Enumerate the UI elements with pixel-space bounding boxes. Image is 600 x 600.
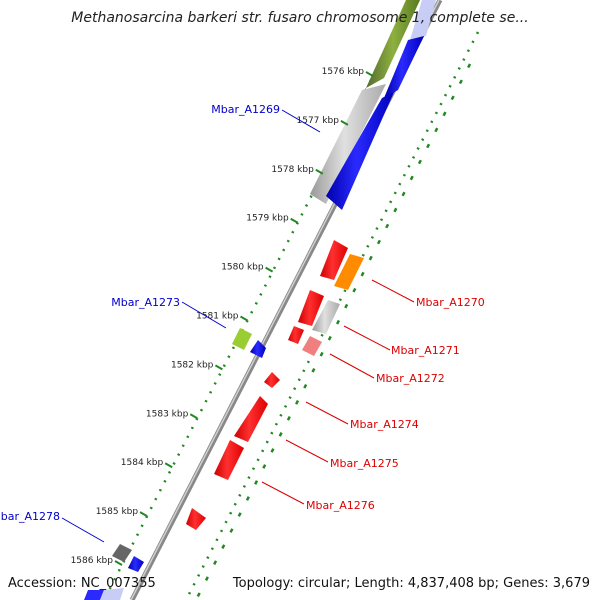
gene-grey-mbar-a1278 (112, 544, 132, 562)
gene-pink-mbar-a1272 (302, 336, 322, 356)
gene-grey-mbar-a1271 (312, 300, 340, 334)
gene-label-mbar-a1274[interactable]: Mbar_A1274 (350, 418, 419, 431)
callout-mbar-a1269 (281, 109, 321, 133)
kbp-tick-label: 1581 kbp (196, 312, 239, 322)
kbp-tick (114, 560, 123, 566)
kbp-tick-label: 1585 kbp (96, 507, 139, 517)
gene-blue-bottom (84, 590, 104, 600)
kbp-tick (290, 217, 299, 224)
gene-blue-mbar-a1278 (128, 556, 144, 572)
kbp-tick-label: 1583 kbp (146, 409, 189, 419)
kbp-tick-label: 1576 kbp (322, 67, 365, 77)
callout-mbar-a1270 (371, 279, 415, 303)
kbp-tick-label: 1579 kbp (246, 214, 289, 224)
topology-text: Topology: circular; Length: 4,837,408 bp… (232, 576, 590, 591)
kbp-tick (265, 266, 274, 273)
gene-lightblue-top (410, 0, 436, 40)
kbp-tick-label: 1578 kbp (271, 165, 314, 175)
callout-mbar-a1272 (329, 353, 375, 379)
accession-text: Accession: NC_007355 (8, 576, 156, 591)
kbp-tick (340, 120, 349, 126)
gene-grey-top (310, 84, 386, 204)
kbp-tick-label: 1577 kbp (297, 116, 340, 126)
callout-mbar-a1275 (285, 439, 329, 463)
kbp-tick (139, 511, 148, 517)
gene-red-bottom (186, 508, 206, 530)
gene-lime-mbar-a1273 (232, 328, 252, 350)
gene-red-mbar-a1275 (234, 396, 268, 442)
inner-ring-right (194, 63, 472, 600)
kbp-tick-label: 1582 kbp (171, 360, 214, 370)
gene-label-mbar-a1278[interactable]: Mbar_A1278 (0, 510, 60, 523)
gene-label-mbar-a1272[interactable]: Mbar_A1272 (376, 372, 445, 385)
kbp-tick-label: 1584 kbp (121, 458, 164, 468)
gene-red-1 (320, 240, 348, 280)
kbp-tick-label: 1580 kbp (221, 263, 264, 273)
gene-blue-mbar-a1273 (250, 340, 266, 358)
callout-mbar-a1271 (343, 325, 391, 351)
map-title: Methanosarcina barkeri str. fusaro chrom… (71, 10, 528, 26)
kbp-tick (315, 168, 324, 175)
callout-mbar-a1273 (181, 301, 227, 329)
gene-red-small (288, 326, 304, 344)
callout-mbar-a1274 (305, 401, 349, 425)
kbp-tick (189, 413, 198, 420)
gene-label-mbar-a1276[interactable]: Mbar_A1276 (306, 499, 375, 512)
gene-label-mbar-a1271[interactable]: Mbar_A1271 (391, 344, 460, 357)
kbp-tick (214, 364, 223, 371)
gene-blue-top (384, 36, 424, 98)
gene-label-mbar-a1275[interactable]: Mbar_A1275 (330, 457, 399, 470)
callout-mbar-a1276 (261, 481, 305, 505)
gene-red-2 (298, 290, 324, 326)
gene-label-mbar-a1269[interactable]: Mbar_A1269 (211, 103, 280, 116)
gene-orange-mbar-a1270 (334, 254, 364, 290)
kbp-tick (164, 462, 173, 469)
gene-red-mbar-a1274 (264, 372, 280, 388)
gene-label-mbar-a1273[interactable]: Mbar_A1273 (111, 296, 180, 309)
kbp-tick (240, 315, 248, 322)
callout-mbar-a1278 (61, 517, 105, 543)
kbp-tick (365, 71, 374, 77)
gene-olive-top (366, 0, 420, 88)
gene-red-mbar-a1276 (214, 440, 244, 480)
gene-blue-mbar-a1269 (326, 92, 394, 210)
kbp-tick-label: 1586 kbp (71, 556, 114, 566)
gene-lightblue-bottom (100, 588, 124, 600)
gene-label-mbar-a1270[interactable]: Mbar_A1270 (416, 296, 485, 309)
